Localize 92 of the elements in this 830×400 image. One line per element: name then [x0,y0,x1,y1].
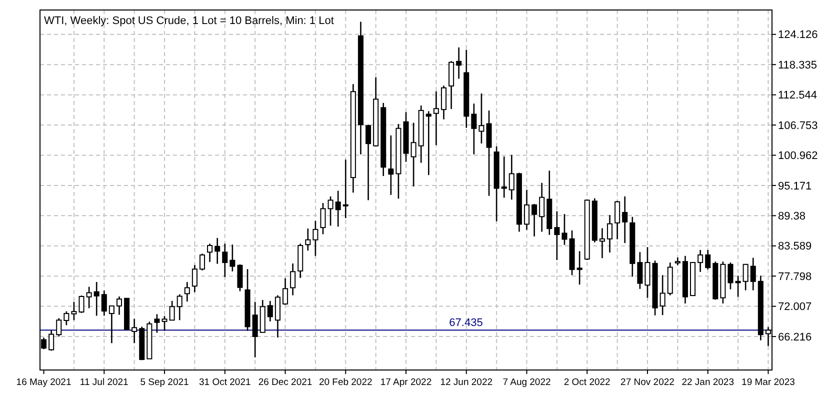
candlestick [132,318,138,344]
candlestick [64,310,70,326]
candlestick [698,249,704,273]
candlestick [660,274,666,316]
candlestick [116,296,122,316]
candlestick [237,264,243,292]
candlestick [154,314,160,334]
candlestick [388,134,394,196]
y-tick-label: 77.798 [778,270,812,283]
x-tick-label: 22 Jan 2023 [682,377,734,388]
candlestick [478,92,484,144]
candlestick [312,220,318,257]
x-tick-label: 5 Sep 2021 [140,377,189,388]
y-tick-label: 89.38 [778,210,806,223]
x-tick-label: 11 Jul 2021 [80,377,128,388]
candlestick [267,300,273,322]
candlestick [207,242,213,263]
y-tick-label: 118.335 [778,59,817,72]
y-tick-label: 72.007 [778,301,812,314]
candlestick [456,46,462,80]
candlestick [342,158,348,219]
candlestick [728,262,734,290]
y-tick-label: 83.589 [778,240,812,253]
x-tick-label: 17 Apr 2022 [380,377,432,388]
candlestick [644,246,650,298]
candlestick [501,156,507,198]
y-tick-label: 106.753 [778,120,818,132]
candlestick [305,228,311,252]
candlestick [622,196,628,244]
candlestick [448,60,454,110]
ref-line-label: 67.435 [449,317,483,330]
candlestick [614,200,620,240]
candlestick [108,305,114,344]
candlestick [440,85,446,120]
x-tick-label: 31 Oct 2021 [199,377,251,388]
candlestick [335,190,341,228]
x-tick-label: 7 Aug 2022 [502,377,551,388]
candlestick [252,301,258,358]
candlestick [78,294,84,314]
candlestick [486,110,492,196]
y-tick-label: 66.216 [778,331,812,344]
candlestick [94,281,100,316]
candlestick [554,210,560,261]
candlestick [222,242,228,278]
candlestick [606,214,613,254]
candlestick [184,281,190,302]
candlestick [192,264,198,293]
y-tick-label: 95.171 [778,180,812,192]
x-tick-label: 20 Feb 2022 [318,377,372,388]
candlestick [539,182,545,232]
candlestick [524,189,530,230]
candlestick [199,253,206,272]
candlestick [48,330,54,352]
candlestick [410,122,416,188]
candlestick [274,294,280,338]
x-tick-label: 19 Mar 2023 [742,377,795,388]
candlestick [230,244,236,272]
x-tick-label: 16 May 2021 [16,377,72,388]
candlestick [562,213,568,246]
candlestick [290,262,296,296]
candlestick [637,251,643,290]
candlestick [471,102,477,155]
candlestick [532,203,538,238]
candlestick [101,290,107,316]
candlestick [366,124,372,201]
candlestick [86,286,92,309]
candlestick [320,202,326,235]
candlestick [426,110,432,176]
x-tick-label: 2 Oct 2022 [564,377,610,388]
candlestick [705,249,711,270]
candlestick [176,294,182,321]
candlestick [576,250,582,286]
x-tick-label: 27 Nov 2022 [620,377,674,388]
candlestick [599,228,605,259]
candlestick [71,301,77,321]
chart-title: WTI, Weekly: Spot US Crude, 1 Lot = 10 Barrels, Min: 1 Lot [44,15,334,27]
candlestick [56,318,62,338]
x-tick-label: 12 Jun 2022 [440,377,493,388]
candlestick [282,278,288,306]
candlestick [328,196,334,226]
candlestick [742,264,748,291]
candlestick [735,275,741,298]
y-tick-label: 124.126 [778,29,818,42]
candlestick [162,315,168,332]
y-tick-label: 100.962 [778,150,818,162]
candlestick [169,300,175,321]
x-tick-label: 26 Dec 2021 [258,377,312,388]
y-tick-label: 112.544 [778,90,817,102]
candlestick [214,237,220,264]
candlestick [433,90,439,146]
candlestick [508,154,514,200]
candlestick [750,257,756,291]
